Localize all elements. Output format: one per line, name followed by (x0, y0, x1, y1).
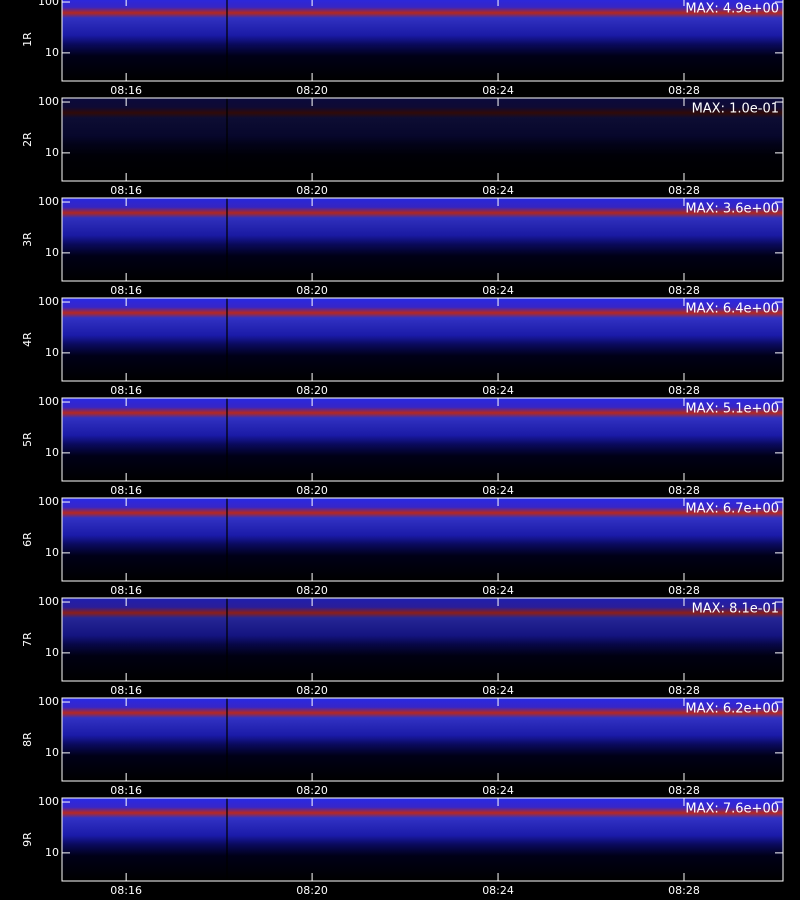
plot-frame (61, 397, 784, 482)
x-tick-label: 08:28 (668, 484, 700, 497)
y-tick-label: 100 (38, 295, 59, 308)
x-tick-label: 08:16 (110, 84, 142, 97)
max-label: MAX: 6.7e+00 (685, 502, 779, 517)
y-tick-label: 10 (45, 446, 59, 459)
x-tick-label: 08:20 (296, 684, 328, 697)
panel-label: 8R (21, 732, 34, 747)
x-tick-label: 08:28 (668, 884, 700, 897)
spectrogram-image (62, 498, 783, 581)
x-tick-label: 08:28 (668, 384, 700, 397)
max-label: MAX: 4.9e+00 (685, 2, 779, 17)
x-tick-label: 08:16 (110, 284, 142, 297)
max-label: MAX: 5.1e+00 (685, 402, 779, 417)
x-tick-label: 08:16 (110, 684, 142, 697)
max-label: MAX: 7.6e+00 (685, 802, 779, 817)
plot-frame (61, 297, 784, 382)
plot-frame (61, 597, 784, 682)
spectrogram-image (62, 98, 783, 181)
max-label: MAX: 6.2e+00 (685, 702, 779, 717)
x-tick-label: 08:24 (482, 484, 514, 497)
y-tick-label: 10 (45, 546, 59, 559)
y-tick-label: 10 (45, 46, 59, 59)
y-tick-label: 10 (45, 846, 59, 859)
plot-frame (61, 97, 784, 182)
x-tick-label: 08:24 (482, 784, 514, 797)
y-tick-label: 10 (45, 346, 59, 359)
max-label: MAX: 1.0e-01 (692, 102, 779, 117)
plot-frame (61, 197, 784, 282)
panel-label: 3R (21, 232, 34, 247)
max-label: MAX: 3.6e+00 (685, 202, 779, 217)
x-tick-label: 08:28 (668, 284, 700, 297)
x-tick-label: 08:20 (296, 184, 328, 197)
y-tick-label: 100 (38, 195, 59, 208)
spectrogram-image (62, 798, 783, 881)
spectrogram-image (62, 398, 783, 481)
y-tick-label: 10 (45, 146, 59, 159)
y-tick-label: 10 (45, 746, 59, 759)
plot-frame (61, 497, 784, 582)
x-tick-label: 08:20 (296, 384, 328, 397)
x-tick-label: 08:20 (296, 484, 328, 497)
spectrogram-image (62, 198, 783, 281)
x-tick-label: 08:24 (482, 284, 514, 297)
x-tick-label: 08:24 (482, 584, 514, 597)
plot-frame (61, 0, 784, 82)
x-tick-label: 08:20 (296, 884, 328, 897)
y-tick-label: 100 (38, 395, 59, 408)
panel-label: 4R (21, 332, 34, 347)
plot-frame (61, 697, 784, 782)
x-tick-label: 08:28 (668, 684, 700, 697)
spectrogram-image (62, 698, 783, 781)
x-tick-label: 08:28 (668, 784, 700, 797)
x-tick-label: 08:20 (296, 84, 328, 97)
x-tick-label: 08:24 (482, 884, 514, 897)
x-tick-label: 08:16 (110, 384, 142, 397)
y-tick-label: 100 (38, 95, 59, 108)
panel-label: 5R (21, 432, 34, 447)
x-tick-label: 08:24 (482, 384, 514, 397)
y-tick-label: 100 (38, 495, 59, 508)
x-tick-label: 08:24 (482, 84, 514, 97)
x-tick-label: 08:20 (296, 584, 328, 597)
y-tick-label: 100 (38, 795, 59, 808)
x-tick-label: 08:20 (296, 784, 328, 797)
y-tick-label: 100 (38, 0, 59, 8)
plot-frame (61, 797, 784, 882)
spectrogram-image (62, 598, 783, 681)
panel-label: 2R (21, 132, 34, 147)
panel-label: 7R (21, 632, 34, 647)
x-tick-label: 08:24 (482, 184, 514, 197)
spectrogram-image (62, 0, 783, 81)
x-tick-label: 08:16 (110, 484, 142, 497)
x-tick-label: 08:28 (668, 84, 700, 97)
x-tick-label: 08:16 (110, 884, 142, 897)
x-tick-label: 08:16 (110, 584, 142, 597)
x-tick-label: 08:24 (482, 684, 514, 697)
x-tick-label: 08:20 (296, 284, 328, 297)
y-tick-label: 100 (38, 595, 59, 608)
max-label: MAX: 6.4e+00 (685, 302, 779, 317)
panel-label: 6R (21, 532, 34, 547)
x-tick-label: 08:28 (668, 184, 700, 197)
max-label: MAX: 8.1e-01 (692, 602, 779, 617)
spectrogram-image (62, 298, 783, 381)
y-tick-label: 10 (45, 246, 59, 259)
panel-label: 9R (21, 832, 34, 847)
y-tick-label: 100 (38, 695, 59, 708)
x-tick-label: 08:28 (668, 584, 700, 597)
y-tick-label: 10 (45, 646, 59, 659)
x-tick-label: 08:16 (110, 784, 142, 797)
x-tick-label: 08:16 (110, 184, 142, 197)
panel-label: 1R (21, 32, 34, 47)
